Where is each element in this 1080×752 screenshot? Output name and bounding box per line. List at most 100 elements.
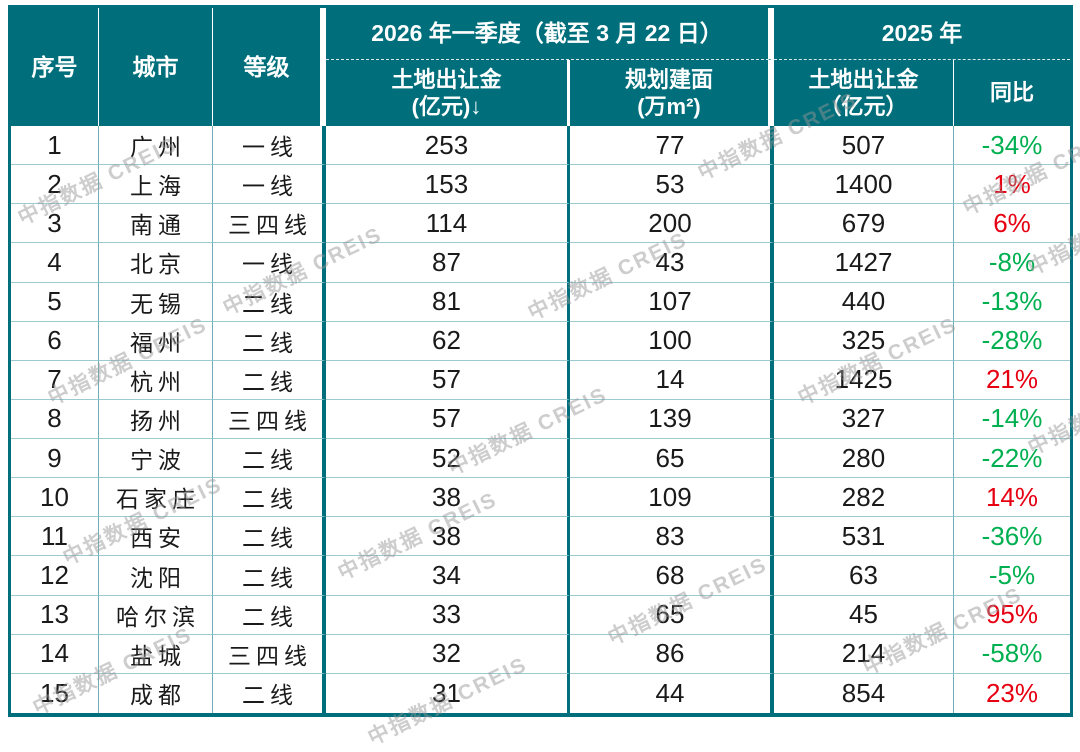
row-land-2026: 253 xyxy=(326,126,570,166)
row-no: 13 xyxy=(11,595,99,635)
row-land-2026: 81 xyxy=(326,282,570,322)
row-land-2026: 62 xyxy=(326,321,570,361)
row-yoy: -5% xyxy=(954,556,1070,596)
row-no: 11 xyxy=(11,517,99,557)
row-tier: 二线 xyxy=(213,478,326,518)
row-no: 2 xyxy=(11,165,99,205)
row-land-2025: 507 xyxy=(774,126,954,166)
header-planned-area-line1: 规划建面 xyxy=(624,66,713,92)
header-land-2025-line1: 土地出让金 xyxy=(808,66,919,92)
row-land-2026: 57 xyxy=(326,399,570,440)
row-yoy: 21% xyxy=(954,360,1070,400)
row-land-2026: 52 xyxy=(326,439,570,479)
row-city: 杭州 xyxy=(99,360,213,400)
row-land-2025: 327 xyxy=(774,399,954,440)
row-land-2026: 38 xyxy=(326,517,570,557)
row-tier: 一线 xyxy=(213,126,326,166)
row-yoy: -13% xyxy=(954,282,1070,322)
header-tier: 等级 xyxy=(213,8,326,126)
row-city: 扬州 xyxy=(99,399,213,440)
row-no: 14 xyxy=(11,634,99,674)
row-land-2025: 1400 xyxy=(774,165,954,205)
row-tier: 一线 xyxy=(213,243,326,283)
row-city: 哈尔滨 xyxy=(99,595,213,635)
row-area: 65 xyxy=(570,439,774,479)
row-area: 139 xyxy=(570,399,774,440)
row-no: 9 xyxy=(11,439,99,479)
header-planned-area: 规划建面 (万m²) xyxy=(570,60,774,126)
header-yoy: 同比 xyxy=(954,60,1070,126)
row-land-2025: 325 xyxy=(774,321,954,361)
header-group-2025: 2025 年 xyxy=(774,8,1070,60)
header-land-2025-line2: （亿元） xyxy=(819,94,908,119)
header-group-2026q1: 2026 年一季度（截至 3 月 22 日） xyxy=(326,8,774,60)
row-no: 15 xyxy=(11,673,99,713)
row-tier: 一线 xyxy=(213,165,326,205)
row-tier: 二线 xyxy=(213,282,326,322)
row-area: 43 xyxy=(570,243,774,283)
row-area: 14 xyxy=(570,360,774,400)
header-no: 序号 xyxy=(11,8,99,126)
row-land-2026: 114 xyxy=(326,204,570,244)
row-land-2025: 45 xyxy=(774,595,954,635)
row-land-2025: 440 xyxy=(774,282,954,322)
row-land-2025: 531 xyxy=(774,517,954,557)
header-land-2026-line1: 土地出让金 xyxy=(391,66,502,92)
row-area: 53 xyxy=(570,165,774,205)
row-city: 成都 xyxy=(99,673,213,713)
row-tier: 三四线 xyxy=(213,634,326,674)
row-city: 西安 xyxy=(99,517,213,557)
row-tier: 二线 xyxy=(213,556,326,596)
row-city: 沈阳 xyxy=(99,556,213,596)
row-land-2025: 1425 xyxy=(774,360,954,400)
row-area: 65 xyxy=(570,595,774,635)
row-area: 86 xyxy=(570,634,774,674)
row-area: 68 xyxy=(570,556,774,596)
row-yoy: -58% xyxy=(954,634,1070,674)
header-planned-area-line2: (万m²) xyxy=(637,94,701,119)
row-tier: 二线 xyxy=(213,321,326,361)
row-city: 石家庄 xyxy=(99,478,213,518)
row-area: 83 xyxy=(570,517,774,557)
row-no: 12 xyxy=(11,556,99,596)
header-land-2026: 土地出让金 (亿元)↓ xyxy=(326,60,570,126)
land-sales-table: 序号 城市 等级 2026 年一季度（截至 3 月 22 日） 2025 年 土… xyxy=(8,5,1073,717)
row-area: 100 xyxy=(570,321,774,361)
row-no: 8 xyxy=(11,399,99,440)
row-no: 5 xyxy=(11,282,99,322)
row-tier: 二线 xyxy=(213,439,326,479)
row-land-2026: 32 xyxy=(326,634,570,674)
row-tier: 二线 xyxy=(213,595,326,635)
row-land-2026: 33 xyxy=(326,595,570,635)
row-no: 3 xyxy=(11,204,99,244)
row-city: 福州 xyxy=(99,321,213,361)
row-city: 宁波 xyxy=(99,439,213,479)
row-land-2025: 282 xyxy=(774,478,954,518)
row-yoy: -36% xyxy=(954,517,1070,557)
row-city: 北京 xyxy=(99,243,213,283)
row-tier: 二线 xyxy=(213,517,326,557)
row-yoy: 1% xyxy=(954,165,1070,205)
row-tier: 三四线 xyxy=(213,204,326,244)
row-yoy: -34% xyxy=(954,126,1070,166)
row-yoy: 95% xyxy=(954,595,1070,635)
row-area: 77 xyxy=(570,126,774,166)
header-city: 城市 xyxy=(99,8,213,126)
row-no: 7 xyxy=(11,360,99,400)
row-no: 6 xyxy=(11,321,99,361)
row-tier: 三四线 xyxy=(213,399,326,440)
row-land-2025: 679 xyxy=(774,204,954,244)
row-land-2025: 854 xyxy=(774,673,954,713)
row-yoy: -28% xyxy=(954,321,1070,361)
row-land-2025: 63 xyxy=(774,556,954,596)
row-yoy: 14% xyxy=(954,478,1070,518)
row-area: 109 xyxy=(570,478,774,518)
row-land-2026: 87 xyxy=(326,243,570,283)
row-city: 盐城 xyxy=(99,634,213,674)
row-no: 4 xyxy=(11,243,99,283)
row-area: 44 xyxy=(570,673,774,713)
row-yoy: -8% xyxy=(954,243,1070,283)
row-tier: 二线 xyxy=(213,360,326,400)
row-city: 广州 xyxy=(99,126,213,166)
row-land-2026: 31 xyxy=(326,673,570,713)
